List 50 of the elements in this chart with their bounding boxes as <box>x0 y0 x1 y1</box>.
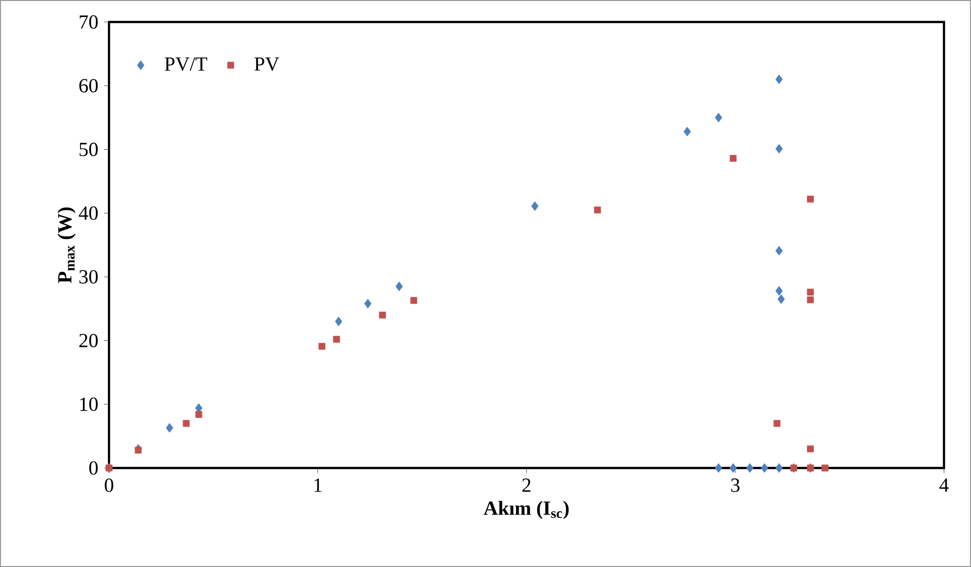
point <box>774 420 780 427</box>
x-tick-label: 3 <box>731 478 740 492</box>
point <box>334 316 342 326</box>
x-tick-label: 4 <box>939 478 949 492</box>
point <box>166 423 174 433</box>
point <box>684 126 691 136</box>
point <box>714 112 722 122</box>
point <box>746 463 754 473</box>
point <box>775 246 783 256</box>
point <box>807 296 814 304</box>
point <box>195 403 202 413</box>
point <box>775 286 783 296</box>
point <box>594 206 601 214</box>
point <box>778 294 785 304</box>
legend-label: PV <box>254 57 280 71</box>
point <box>531 201 539 211</box>
point <box>714 463 722 473</box>
point <box>730 463 737 473</box>
point <box>730 154 737 162</box>
y-tick-label: 0 <box>89 461 98 475</box>
point <box>775 463 783 473</box>
y-tick-label: 10 <box>80 398 98 412</box>
y-tick-label: 40 <box>78 206 98 220</box>
point <box>195 411 202 418</box>
point <box>318 342 326 350</box>
point <box>134 446 142 454</box>
point <box>410 297 418 304</box>
text: Akım (I$_{sc}$) <box>484 500 569 520</box>
point <box>807 196 814 203</box>
point <box>822 464 828 472</box>
point <box>182 420 190 427</box>
y-tick-label: 70 <box>80 15 98 29</box>
y-tick-label: 60 <box>79 78 98 92</box>
y-tick-label: 30 <box>79 270 98 284</box>
point <box>807 445 814 452</box>
legend-label: PV/T <box>164 57 208 71</box>
point <box>364 298 372 308</box>
y-tick-label: 20 <box>79 334 98 348</box>
y-tick-label: 50 <box>80 142 98 156</box>
point <box>807 288 814 296</box>
point <box>333 336 340 343</box>
point <box>379 312 386 318</box>
x-tick-label: 1 <box>314 478 322 492</box>
point <box>760 463 768 473</box>
point <box>396 282 403 292</box>
point <box>775 74 783 84</box>
x-tick-label: 0 <box>104 478 114 492</box>
x-tick-label: 2 <box>522 478 530 492</box>
point <box>775 144 783 154</box>
text: P$_{max}$ (W) <box>57 208 76 283</box>
